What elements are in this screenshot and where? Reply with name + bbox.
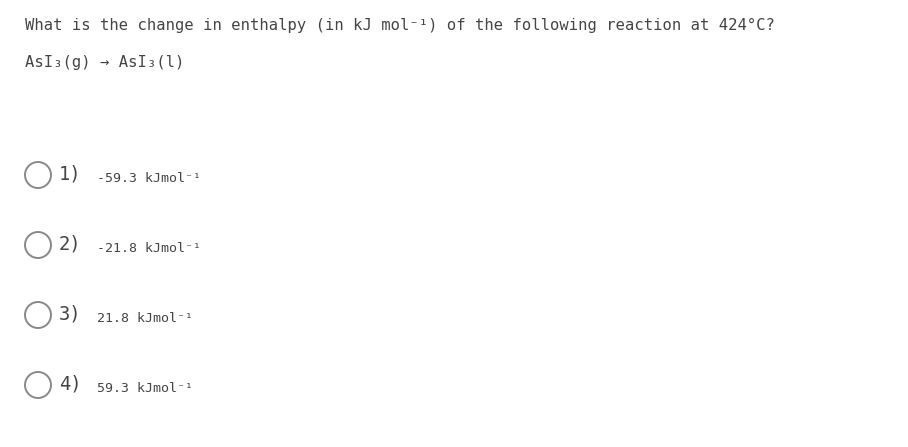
Text: AsI₃(g) → AsI₃(l): AsI₃(g) → AsI₃(l) <box>25 55 184 70</box>
Text: -59.3 kJmol⁻¹: -59.3 kJmol⁻¹ <box>97 172 201 185</box>
Text: 4): 4) <box>59 375 82 393</box>
Text: 1): 1) <box>59 164 82 184</box>
Text: -21.8 kJmol⁻¹: -21.8 kJmol⁻¹ <box>97 241 201 254</box>
Text: 3): 3) <box>59 304 82 324</box>
Text: 59.3 kJmol⁻¹: 59.3 kJmol⁻¹ <box>97 381 193 395</box>
Text: What is the change in enthalpy (in kJ mol⁻¹) of the following reaction at 424°C?: What is the change in enthalpy (in kJ mo… <box>25 18 775 33</box>
Text: 21.8 kJmol⁻¹: 21.8 kJmol⁻¹ <box>97 312 193 325</box>
Text: 2): 2) <box>59 235 82 253</box>
